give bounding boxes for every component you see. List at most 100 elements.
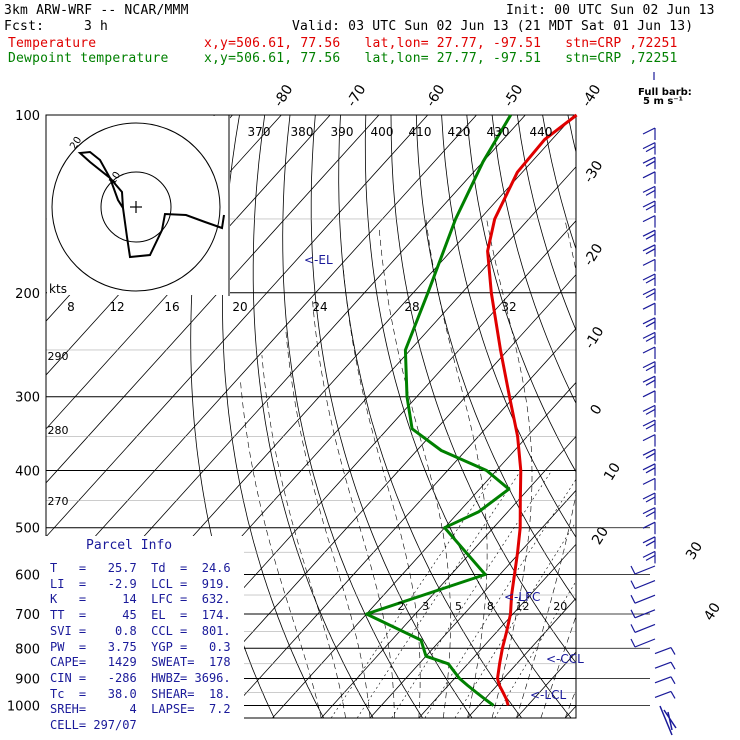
dewpoint-legend-label: Dewpoint temperature — [8, 51, 169, 66]
theta-label: 420 — [448, 125, 471, 139]
isotherm-label: -70 — [344, 82, 370, 110]
isotherm-line — [174, 274, 576, 718]
wind-barb — [642, 200, 656, 213]
hodograph-speed-label: 16 — [164, 300, 179, 314]
pressure-label: 900 — [15, 672, 40, 687]
mixing-ratio-label: 8 — [487, 600, 494, 613]
isotherm-label: 40 — [701, 600, 724, 624]
theta-label: 380 — [291, 125, 314, 139]
level-annotation: <-LCL — [530, 688, 566, 702]
barb-flag — [642, 302, 656, 310]
temperature-legend-label: Temperature — [8, 36, 97, 51]
dry-adiabat — [364, 115, 572, 718]
parcel-info-row: PW = 3.75 YGP = 0.3 — [50, 639, 231, 654]
hodograph-speed-label: 12 — [109, 300, 124, 314]
barb-flag — [645, 511, 656, 518]
wind-barb — [642, 331, 656, 345]
wind-barbs: Full barb:5 m s⁻¹ — [630, 72, 692, 736]
wind-barb — [642, 492, 656, 505]
barb-flag — [645, 204, 656, 211]
barb-flag — [642, 317, 656, 325]
barb-flag — [642, 127, 656, 135]
level-annotation: <-LFC — [504, 590, 540, 604]
wind-barb — [654, 690, 676, 699]
moist-adiabat — [378, 227, 451, 718]
wind-barb — [654, 661, 676, 670]
axis-labels: 2 3 5 8 12 201002003004005006007008009001000-… — [7, 82, 724, 715]
mixing-ratio-line — [494, 580, 576, 718]
mixing-ratio-label: 3 — [422, 600, 429, 613]
barb-staff — [654, 676, 672, 684]
valid-time: Valid: 03 UTC Sun 02 Jun 13 (21 MDT Sat … — [292, 19, 694, 34]
barb-flag — [645, 248, 656, 255]
dry-adiabat — [719, 115, 740, 718]
wind-barb — [642, 536, 656, 549]
barb-flag — [645, 540, 656, 547]
pressure-label: 800 — [15, 642, 40, 657]
barb-flag — [642, 404, 656, 412]
barb-flag — [642, 361, 656, 369]
barb-flag — [642, 171, 656, 179]
plot-frame — [45, 114, 577, 719]
dry-adiabat — [338, 115, 522, 718]
isotherm-line — [46, 115, 331, 430]
barb-staff — [634, 565, 656, 575]
wind-barb — [642, 302, 656, 316]
level-annotation: <-CCL — [546, 652, 584, 666]
parcel-info-row: LI = -2.9 LCL = 919. — [50, 576, 231, 591]
barb-flag — [645, 365, 656, 372]
parcel-info-title: Parcel Info — [86, 538, 173, 553]
barb-flag — [645, 467, 656, 474]
dry-adiabat — [618, 115, 740, 718]
barb-flag — [645, 292, 656, 299]
dewpoint-location: x,y=506.61, 77.56 lat,lon= 27.77, -97.51… — [204, 51, 678, 66]
hodograph-background — [47, 116, 230, 295]
wind-barb — [642, 142, 656, 155]
model-title: 3km ARW-WRF -- NCAR/MMM — [4, 3, 189, 18]
barb-staff — [634, 609, 656, 619]
wind-barb — [630, 609, 656, 619]
barb-flag — [645, 408, 656, 415]
barb-flag — [642, 346, 656, 354]
isotherm-label: -30 — [581, 158, 607, 186]
isotherm-label: 0 — [587, 402, 605, 418]
moist-adiabat — [486, 218, 533, 718]
barb-flag — [630, 580, 636, 589]
barb-staff — [634, 638, 656, 648]
dry-adiabat — [466, 115, 576, 473]
wind-barb — [642, 434, 656, 447]
wind-barb — [630, 623, 656, 633]
isotherm-label: -60 — [423, 82, 449, 110]
pressure-label: 500 — [15, 522, 40, 537]
parcel-info-row: T = 25.7 Td = 24.6 — [50, 561, 231, 575]
pressure-label: 100 — [15, 109, 40, 124]
barb-flag — [642, 331, 656, 339]
isotherm-label: 10 — [601, 460, 624, 484]
parcel-info-row: K = 14 LFC = 632. — [50, 592, 231, 607]
barb-flag — [642, 419, 656, 427]
wind-barb — [642, 550, 656, 564]
barb-flag — [630, 609, 636, 619]
barb-flag — [645, 379, 656, 386]
wind-barb — [642, 521, 656, 535]
wind-barb — [642, 448, 656, 462]
barb-flag — [645, 452, 656, 459]
theta-label: 430 — [487, 125, 510, 139]
dry-adiabat — [694, 115, 740, 718]
wind-barb — [630, 565, 656, 575]
isotherm-line — [46, 115, 477, 592]
wind-barb — [642, 390, 656, 403]
dry-adiabat — [310, 115, 473, 718]
wind-barb — [642, 477, 656, 491]
isotherm-line — [223, 328, 576, 718]
moist-adiabat — [516, 218, 576, 718]
barb-flag — [630, 594, 636, 604]
surface-barb-cluster — [659, 705, 677, 736]
parcel-info-row: Tc = 38.0 SHEAR= 18. — [50, 686, 231, 701]
theta-label: 370 — [248, 125, 271, 139]
theta-label: 390 — [331, 125, 354, 139]
parcel-info-row: SREH= 4 LAPSE= 7.2 — [50, 702, 231, 717]
hodograph-speed-label: 8 — [67, 300, 75, 314]
hodograph-speed-label: 32 — [501, 300, 516, 314]
barb-flag — [642, 229, 656, 237]
